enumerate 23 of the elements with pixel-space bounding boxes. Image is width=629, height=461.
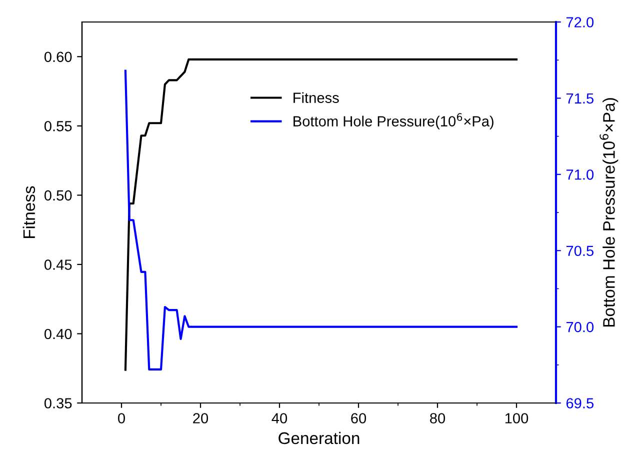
y2-axis-title: Bottom Hole Pressure(10$^{6}$×Pa) bbox=[600, 98, 618, 327]
x-axis-title: Generation bbox=[278, 432, 360, 444]
y-axis-title: Fitness bbox=[22, 186, 36, 238]
y-tick-label: 0.35 bbox=[44, 398, 72, 408]
y2-tick-label: 70.5 bbox=[566, 246, 594, 256]
x-tick-label: 20 bbox=[193, 413, 208, 424]
y2-tick-label: 69.5 bbox=[566, 398, 594, 408]
x-tick-label: 40 bbox=[272, 413, 288, 424]
legend-label: Bottom Hole Pressure(10$^{6}$×Pa) bbox=[294, 113, 494, 130]
x-tick-label: 80 bbox=[430, 413, 446, 424]
x-tick-label: 0 bbox=[118, 413, 125, 424]
y2-tick-label: 72.0 bbox=[566, 17, 594, 28]
legend-label: Fitness bbox=[294, 92, 339, 103]
y-tick-label: 0.50 bbox=[44, 190, 72, 201]
x-tick-label: 60 bbox=[351, 413, 366, 424]
y2-tick-label: 71.0 bbox=[566, 170, 594, 180]
y2-tick-label: 71.5 bbox=[566, 93, 594, 104]
y-tick-label: 0.40 bbox=[44, 328, 72, 340]
y-tick-label: 0.60 bbox=[44, 52, 72, 62]
y2-tick-label: 70.0 bbox=[566, 322, 594, 332]
x-tick-label: 100 bbox=[505, 413, 528, 424]
y-tick-label: 0.55 bbox=[44, 121, 72, 132]
y-tick-label: 0.45 bbox=[44, 260, 72, 270]
